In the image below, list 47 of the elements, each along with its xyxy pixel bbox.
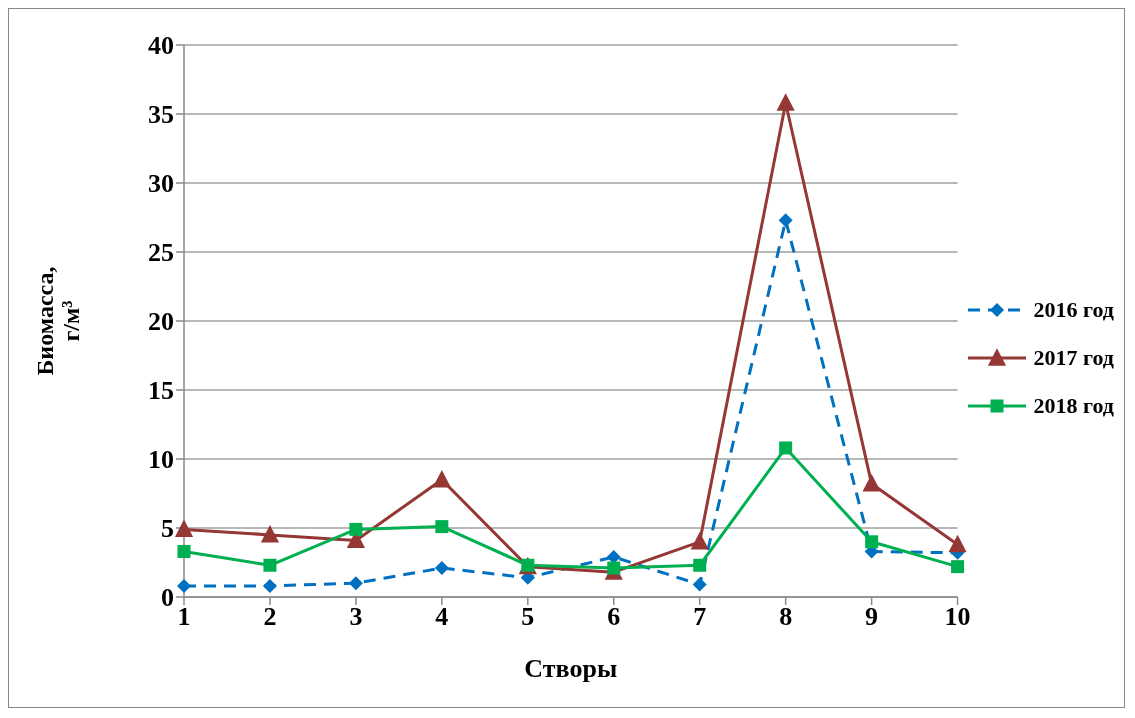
point <box>862 474 881 492</box>
x-tick-label: 9 <box>865 602 879 632</box>
point <box>348 576 363 591</box>
y-tick-label: 10 <box>148 445 174 475</box>
legend-label: 2018 год <box>1033 393 1114 419</box>
x-tick-label: 2 <box>263 602 277 632</box>
point <box>778 213 793 228</box>
y-tick-label: 40 <box>148 31 174 61</box>
x-tick-label: 4 <box>435 602 449 632</box>
point <box>434 561 449 576</box>
point <box>174 519 194 538</box>
point <box>692 577 707 592</box>
point <box>177 578 191 593</box>
point <box>776 93 795 111</box>
legend-label: 2017 год <box>1033 345 1114 371</box>
y-tick-label: 25 <box>148 238 174 268</box>
point <box>432 469 451 488</box>
x-tick-label: 1 <box>177 602 191 632</box>
point <box>865 535 879 549</box>
x-tick-label: 7 <box>693 602 707 632</box>
point <box>607 561 621 575</box>
y-tick-label: 15 <box>148 376 174 406</box>
y-tick-label: 5 <box>161 514 174 544</box>
y-tick-label: 35 <box>148 100 174 130</box>
point <box>262 578 277 593</box>
point <box>177 544 191 558</box>
point <box>779 441 793 455</box>
y-axis-title: Биомасса, г/м³ <box>32 266 84 376</box>
x-tick-label: 5 <box>521 602 535 632</box>
point <box>349 522 363 536</box>
x-tick-label: 10 <box>944 602 971 632</box>
legend-label: 2016 год <box>1033 297 1114 323</box>
point <box>435 520 449 534</box>
y-tick-label: 30 <box>148 169 174 199</box>
x-tick-label: 3 <box>349 602 363 632</box>
point <box>690 532 709 550</box>
x-axis-title: Створы <box>524 654 618 683</box>
point <box>948 534 967 553</box>
y-tick-label: 20 <box>148 307 174 337</box>
x-tick-label: 6 <box>607 602 621 632</box>
point <box>260 525 280 543</box>
point <box>693 558 707 572</box>
point <box>606 549 621 564</box>
point <box>263 558 277 572</box>
point <box>951 560 965 574</box>
x-tick-label: 8 <box>779 602 793 632</box>
y-tick-label: 0 <box>161 583 174 613</box>
